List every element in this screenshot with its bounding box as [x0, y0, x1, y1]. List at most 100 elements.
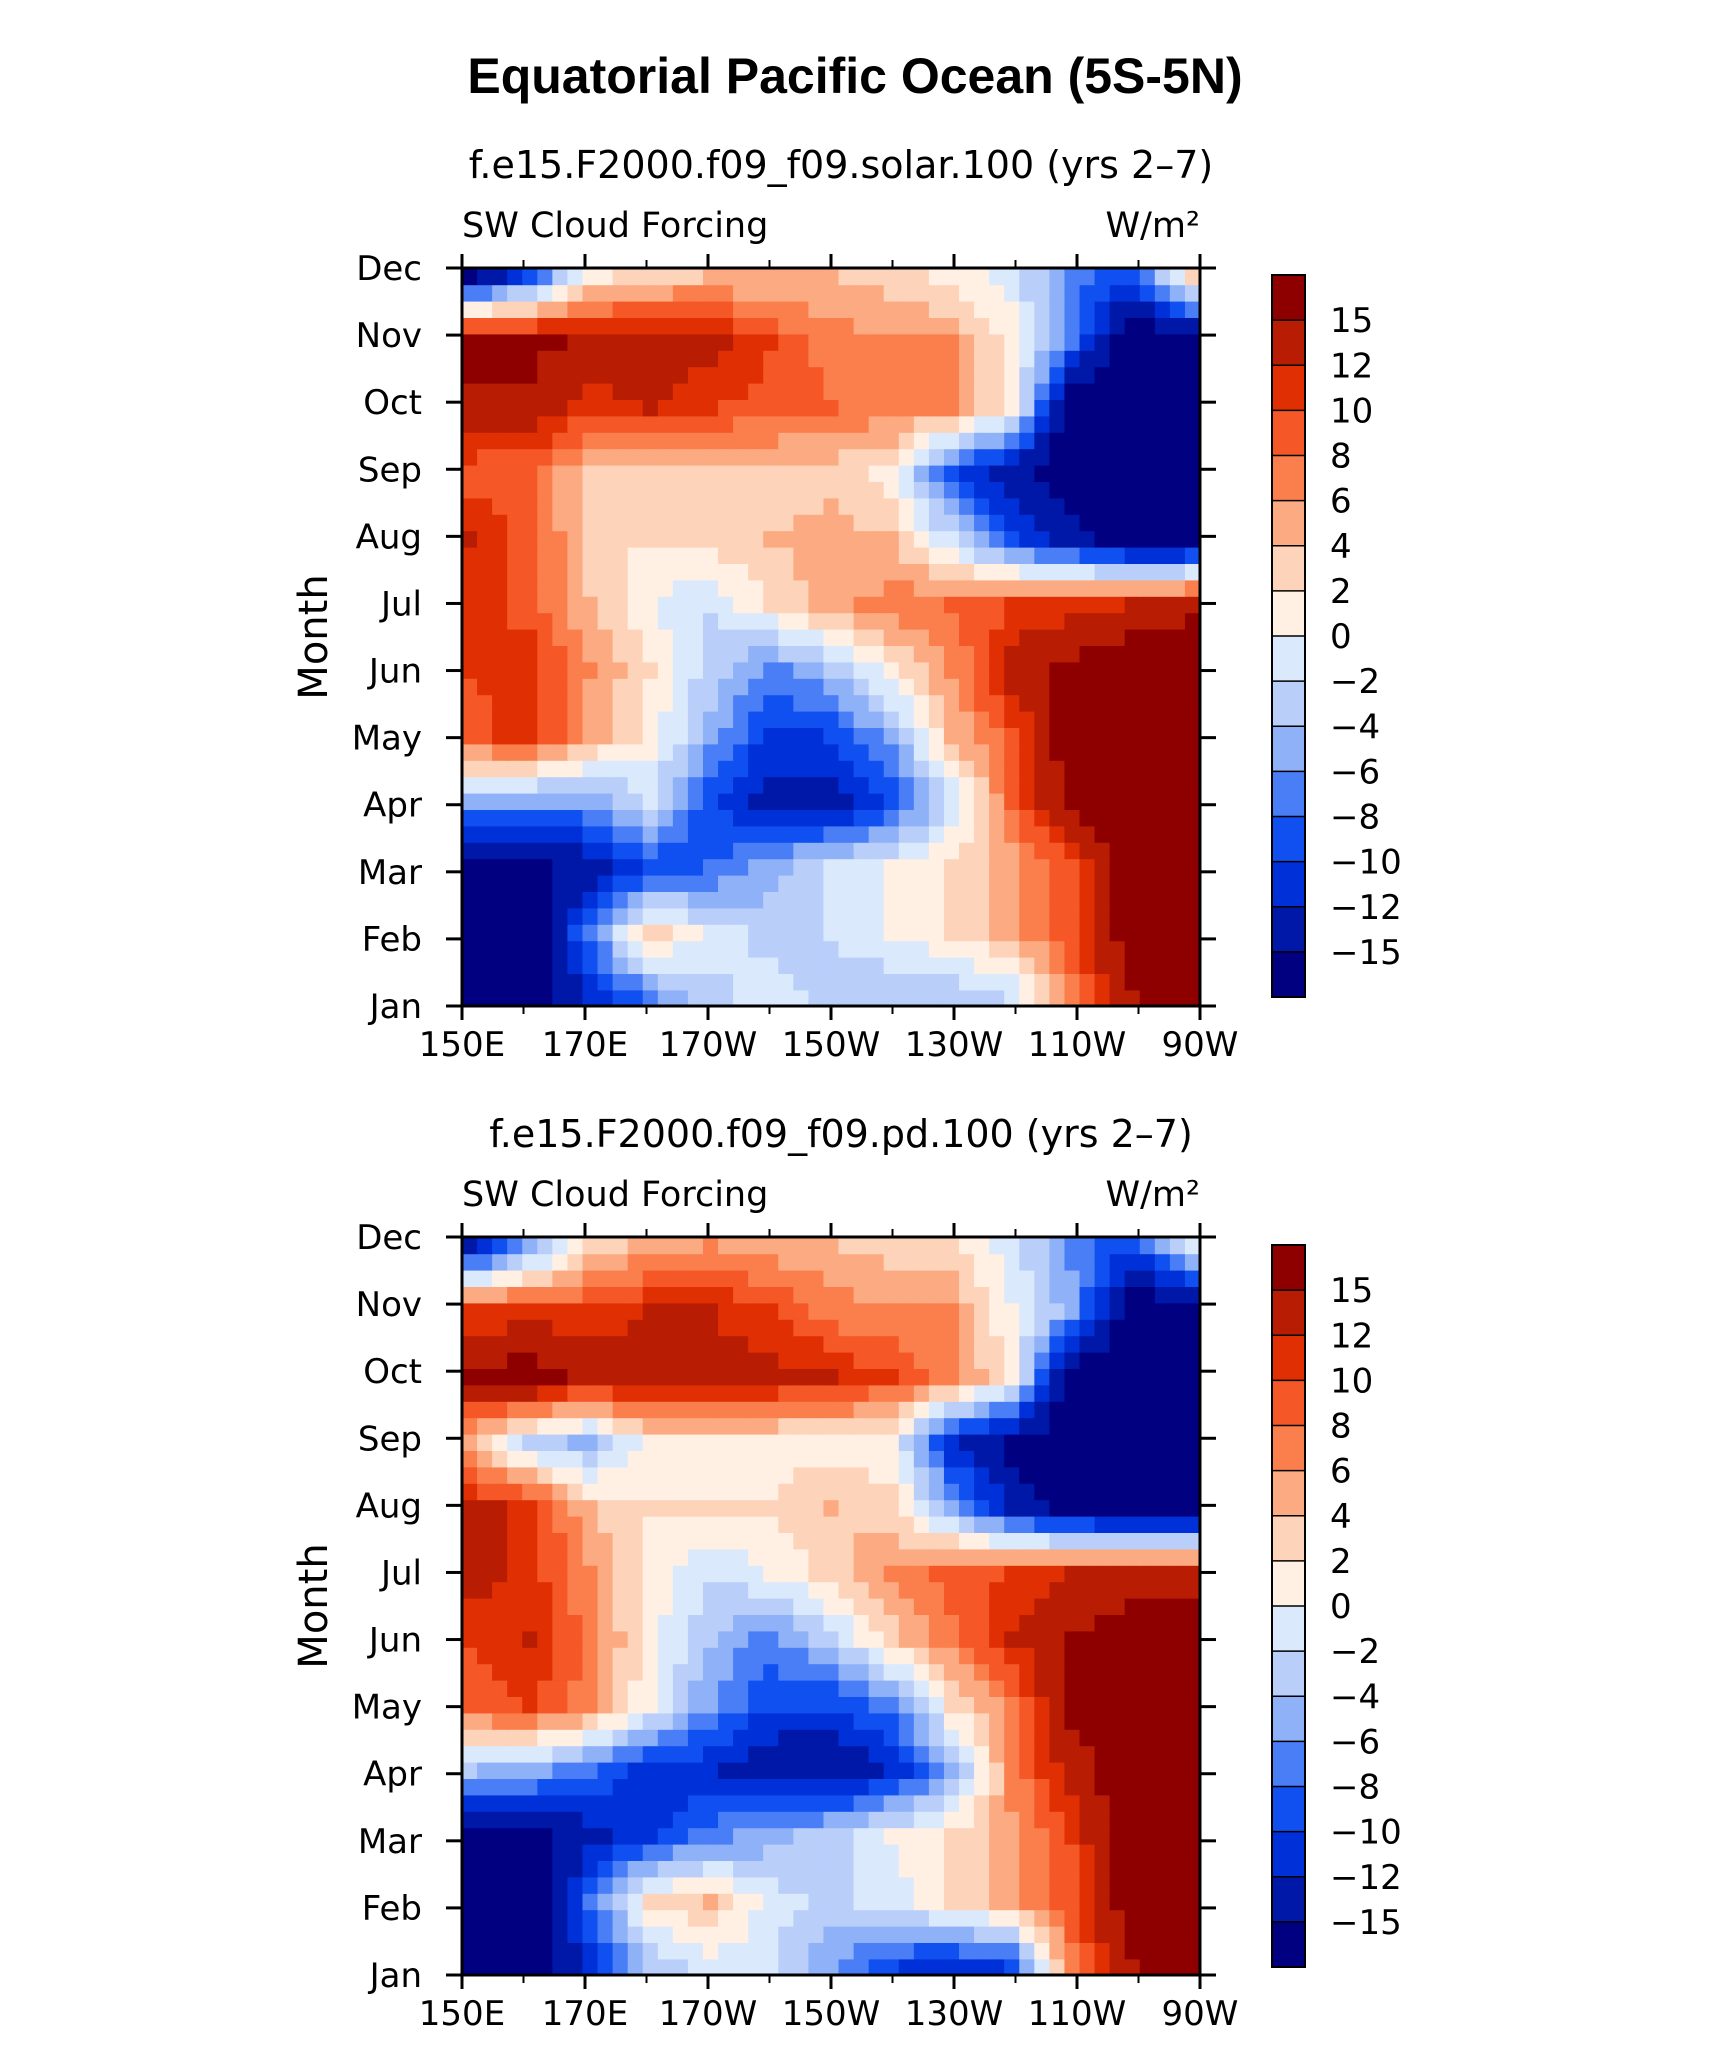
heatmap-cell [823, 760, 840, 778]
heatmap-cell [913, 382, 930, 400]
heatmap-cell [1079, 1696, 1096, 1714]
heatmap-cell [672, 415, 689, 433]
heatmap-cell [1094, 546, 1111, 564]
heatmap-cell [1019, 579, 1036, 597]
heatmap-cell [1064, 1827, 1081, 1845]
heatmap-cell [943, 924, 960, 942]
heatmap-cell [582, 1761, 599, 1779]
heatmap-cell [943, 1532, 960, 1550]
heatmap-cell [657, 1630, 674, 1648]
heatmap-cell [883, 1942, 900, 1960]
heatmap-cell [853, 1597, 870, 1615]
heatmap-cell [462, 284, 478, 302]
heatmap-cell [657, 1811, 674, 1829]
heatmap-cell [702, 760, 719, 778]
heatmap-cell [974, 514, 990, 532]
heatmap-cell [612, 1368, 629, 1386]
heatmap-cell [582, 514, 599, 532]
heatmap-cell [507, 809, 524, 827]
heatmap-cell [959, 743, 975, 761]
heatmap-cell [642, 743, 659, 761]
heatmap-cell [1139, 1712, 1156, 1730]
heatmap-cell [733, 1876, 749, 1894]
heatmap-cell [687, 1958, 704, 1976]
heatmap-cell [733, 989, 749, 1007]
heatmap-cell [853, 1647, 870, 1665]
heatmap-cell [552, 1712, 569, 1730]
heatmap-cell [462, 1827, 478, 1845]
heatmap-cell [1064, 858, 1081, 876]
heatmap-cell [1079, 579, 1096, 597]
heatmap-cell [943, 1335, 960, 1353]
heatmap-cell [868, 1696, 885, 1714]
heatmap-cell [718, 907, 734, 925]
heatmap-cell [582, 1417, 599, 1435]
heatmap-cell [868, 1843, 885, 1861]
heatmap-cell [1079, 956, 1096, 974]
heatmap-cell [838, 1778, 855, 1796]
heatmap-cell [687, 694, 704, 712]
heatmap-cell [1034, 1335, 1051, 1353]
heatmap-cell [989, 1778, 1005, 1796]
heatmap-cell [537, 1433, 554, 1451]
heatmap-cell [1004, 1696, 1021, 1714]
heatmap-cell [672, 1565, 689, 1583]
heatmap-cell [943, 710, 960, 728]
heatmap-cell [718, 678, 734, 696]
heatmap-cell [477, 743, 493, 761]
heatmap-cell [642, 1335, 659, 1353]
heatmap-cell [898, 628, 915, 646]
heatmap-cell [883, 1515, 900, 1533]
heatmap-cell [492, 760, 508, 778]
heatmap-cell [507, 1565, 524, 1583]
heatmap-cell [1094, 399, 1111, 417]
heatmap-cell [1124, 1253, 1141, 1271]
heatmap-cell [657, 1384, 674, 1402]
heatmap-cell [853, 1565, 870, 1583]
heatmap-cell [477, 1581, 493, 1599]
heatmap-cell [868, 1827, 885, 1845]
heatmap-cell [808, 842, 825, 860]
heatmap-cell [1034, 1614, 1051, 1632]
heatmap-cell [657, 1958, 674, 1976]
heatmap-cell [477, 1483, 493, 1501]
heatmap-cell [1139, 628, 1156, 646]
heatmap-cell [718, 268, 734, 286]
heatmap-cell [763, 596, 780, 614]
colorbar-label: 0 [1330, 1587, 1352, 1627]
heatmap-cell [898, 1860, 915, 1878]
heatmap-cell [492, 1729, 508, 1747]
heatmap-cell [597, 1761, 614, 1779]
heatmap-cell [763, 579, 780, 597]
heatmap-cell [1094, 1597, 1111, 1615]
heatmap-cell [1169, 1384, 1186, 1402]
heatmap-cell [507, 1876, 524, 1894]
heatmap-cell [913, 1286, 930, 1304]
heatmap-cell [1064, 1417, 1081, 1435]
heatmap-cell [1064, 1630, 1081, 1648]
heatmap-cell [808, 284, 825, 302]
colorbar-label: −2 [1330, 1632, 1380, 1672]
heatmap-cell [582, 1237, 599, 1255]
heatmap-cell [1154, 1253, 1171, 1271]
heatmap-cell [552, 1679, 569, 1697]
heatmap-cell [1184, 891, 1201, 909]
heatmap-cell [959, 1269, 975, 1287]
heatmap-cell [702, 481, 719, 499]
heatmap-cell [808, 1532, 825, 1550]
colorbar-label: 10 [1330, 1361, 1373, 1401]
heatmap-cell [1109, 1532, 1126, 1550]
heatmap-cell [552, 1351, 569, 1369]
heatmap-cell [1124, 1679, 1141, 1697]
heatmap-cell [1139, 1811, 1156, 1829]
heatmap-cell [778, 1515, 795, 1533]
heatmap-cell [898, 382, 915, 400]
heatmap-cell [748, 1335, 765, 1353]
heatmap-cell [733, 1614, 749, 1632]
heatmap-cell [597, 1384, 614, 1402]
heatmap-cell [1004, 1876, 1021, 1894]
heatmap-cell [567, 1581, 584, 1599]
heatmap-cell [627, 1401, 644, 1419]
heatmap-cell [718, 1794, 734, 1812]
heatmap-cell [1034, 678, 1051, 696]
